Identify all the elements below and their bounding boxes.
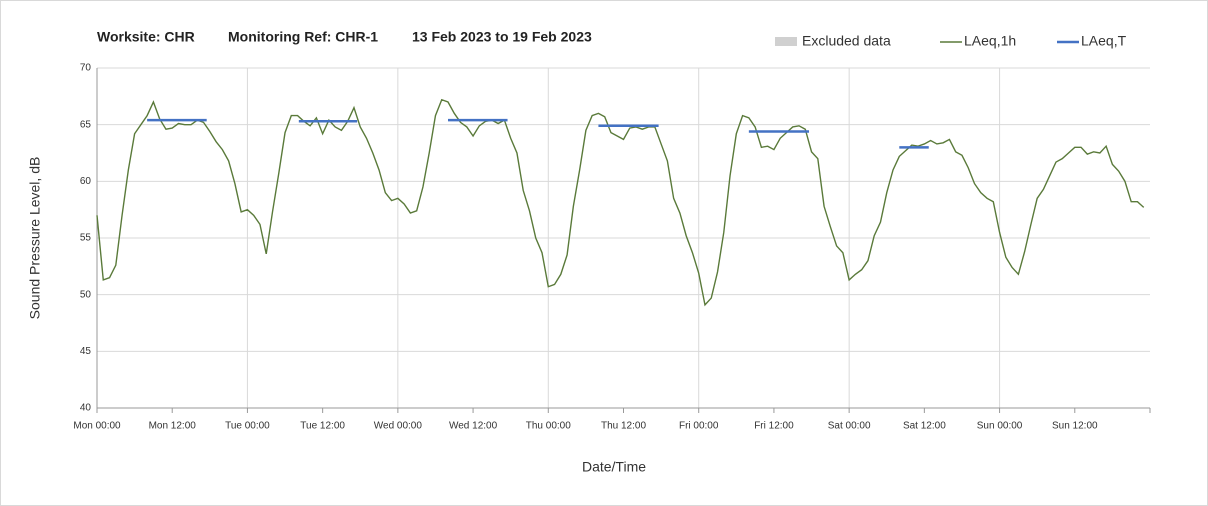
- x-tick-label: Thu 00:00: [526, 421, 571, 432]
- legend-label: Excluded data: [802, 33, 891, 49]
- legend-label: LAeq,T: [1081, 33, 1127, 49]
- y-tick-label: 70: [80, 63, 92, 74]
- chart-title: 13 Feb 2023 to 19 Feb 2023: [412, 29, 592, 45]
- x-tick-label: Fri 00:00: [679, 421, 719, 432]
- data-line: [96, 98, 1145, 307]
- y-tick-label: 55: [80, 233, 92, 244]
- x-tick-label: Wed 12:00: [449, 421, 498, 432]
- y-tick-label: 65: [80, 119, 92, 130]
- x-tick-label: Sun 00:00: [977, 421, 1023, 432]
- x-tick-label: Fri 12:00: [754, 421, 794, 432]
- y-tick-label: 60: [80, 176, 92, 187]
- x-tick-label: Sat 00:00: [828, 421, 871, 432]
- x-tick-label: Mon 00:00: [73, 421, 121, 432]
- y-tick-label: 40: [80, 403, 92, 414]
- x-tick-label: Wed 00:00: [374, 421, 423, 432]
- x-tick-label: Thu 12:00: [601, 421, 646, 432]
- x-tick-label: Tue 00:00: [225, 421, 270, 432]
- chart-title: Monitoring Ref: CHR-1: [228, 29, 378, 45]
- x-tick-label: Sun 12:00: [1052, 421, 1098, 432]
- legend-label: LAeq,1h: [964, 33, 1016, 49]
- legend-swatch: [775, 37, 797, 46]
- y-axis-title: Sound Pressure Level, dB: [27, 157, 43, 320]
- x-tick-label: Tue 12:00: [300, 421, 345, 432]
- x-axis-title: Date/Time: [582, 459, 646, 475]
- chart-title: Worksite: CHR: [97, 29, 195, 45]
- x-tick-label: Sat 12:00: [903, 421, 946, 432]
- y-tick-label: 45: [80, 346, 92, 357]
- y-tick-label: 50: [80, 289, 92, 300]
- x-tick-label: Mon 12:00: [149, 421, 197, 432]
